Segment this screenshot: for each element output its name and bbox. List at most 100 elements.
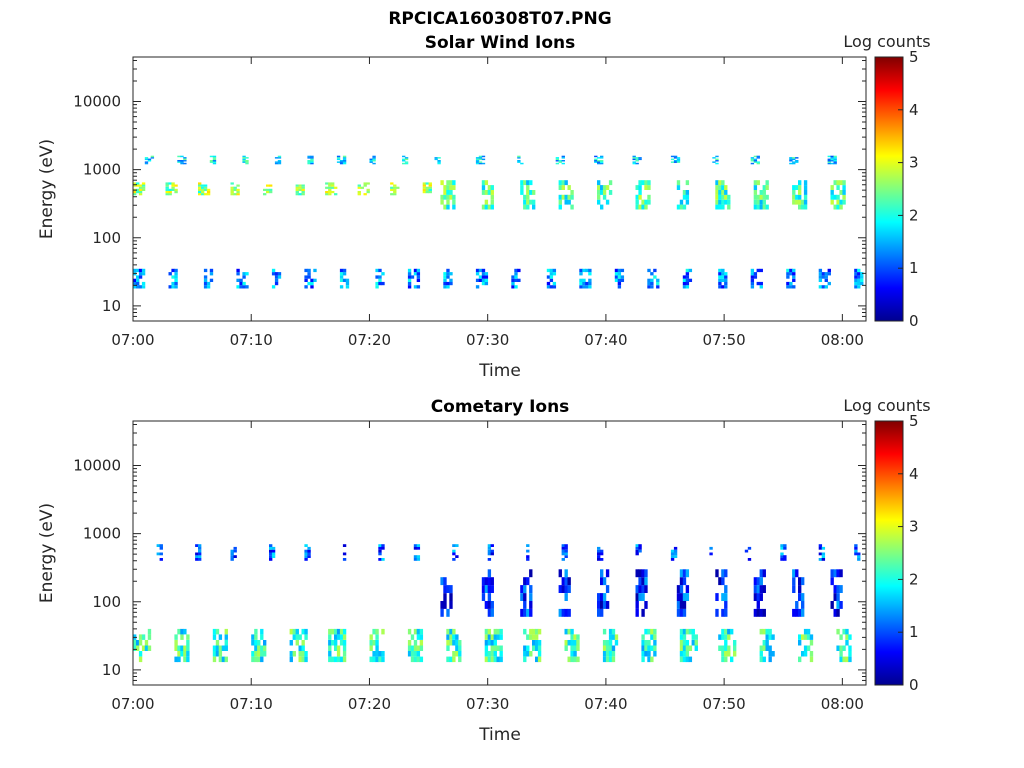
heatmap-cell [138,193,143,196]
heatmap-cell [198,555,202,558]
heatmap-cell [198,191,202,194]
heatmap-cell [198,193,202,196]
heatmap-cell [638,593,642,601]
heatmap-cell [635,194,639,200]
heatmap-cell [144,645,149,651]
heatmap-cell [475,278,480,282]
heatmap-cell [594,155,598,158]
heatmap-cell [647,278,651,282]
heatmap-cell [567,185,571,190]
heatmap-cell [833,180,837,186]
heatmap-cell [269,549,273,553]
heatmap-cell [602,190,607,195]
heatmap-cell [407,278,412,282]
heatmap-cell [608,656,613,663]
heatmap-cell [218,645,223,651]
heatmap-cell [753,608,758,617]
heatmap-cell [650,281,654,286]
heatmap-cell [792,268,796,273]
heatmap-cell [670,555,675,558]
heatmap-cell [266,184,270,187]
heatmap-cell [138,656,143,663]
heatmap-cell [446,285,450,289]
heatmap-cell [724,285,728,289]
heatmap-cell [458,645,462,651]
heatmap-cell [446,194,450,200]
heatmap-cell [366,182,370,185]
heatmap-cell [682,204,687,210]
heatmap-cell [493,640,497,646]
heatmap-cell [561,558,565,561]
heatmap-cell [679,645,684,651]
heatmap-cell [339,640,344,646]
heatmap-cell [798,185,802,190]
heatmap-cell [446,272,450,276]
heatmap-cell [635,199,639,205]
heatmap-cell [446,185,450,190]
heatmap-cell [685,628,690,635]
heatmap-cell [833,160,837,162]
heatmap-cell [830,601,834,609]
heatmap-cell [597,162,601,165]
heatmap-cell [428,186,432,189]
heatmap-cell [136,645,140,651]
heatmap-cell [765,634,769,640]
heatmap-cell [759,645,763,651]
heatmap-cell [133,640,137,646]
heatmap-cell [644,628,648,635]
heatmap-cell [724,190,728,195]
heatmap-cell [549,278,554,282]
heatmap-cell [342,645,347,651]
heatmap-cell [269,546,273,550]
heatmap-cell [750,272,755,276]
heatmap-cell [588,285,592,289]
heatmap-cell [331,184,335,187]
heatmap-cell [165,191,169,194]
heatmap-cell [239,285,243,289]
colorbar-tick-label: 5 [909,48,919,66]
heatmap-cell [428,184,432,187]
heatmap-cell [304,285,308,289]
heatmap-cell [375,651,379,657]
heatmap-cell [836,180,840,186]
heatmap-cell [475,157,480,159]
heatmap-cell [375,285,379,289]
heatmap-cell [301,640,305,646]
heatmap-cell [277,272,282,276]
heatmap-cell [830,157,834,159]
heatmap-cell [224,628,228,635]
heatmap-cell [679,577,684,586]
heatmap-cell [443,593,447,601]
heatmap-cell [413,285,418,289]
heatmap-cell [277,160,282,162]
heatmap-cell [393,186,397,189]
heatmap-cell [242,155,246,158]
heatmap-cell [138,634,143,640]
heatmap-cell [416,645,421,651]
heatmap-cell [478,278,483,282]
heatmap-cell [209,161,214,163]
heatmap-cell [582,285,586,289]
heatmap-cell [289,640,293,646]
heatmap-cell [594,161,598,163]
heatmap-cell [523,204,527,210]
heatmap-cell [242,157,246,159]
heatmap-cell [676,585,681,593]
colorbar [874,420,904,686]
heatmap-cell [523,628,527,635]
heatmap-cell [759,577,763,586]
heatmap-cell [198,182,202,185]
heatmap-cell [670,558,675,561]
heatmap-cell [821,555,826,558]
heatmap-cell [529,180,533,186]
heatmap-cell [446,204,450,210]
heatmap-cell [830,199,834,205]
heatmap-cell [274,278,279,282]
heatmap-cell [233,549,237,553]
heatmap-cell [180,162,184,165]
y-tick-label: 1000 [83,161,121,179]
heatmap-cell [730,656,734,663]
heatmap-cell [141,184,146,187]
heatmap-cell [331,191,335,194]
